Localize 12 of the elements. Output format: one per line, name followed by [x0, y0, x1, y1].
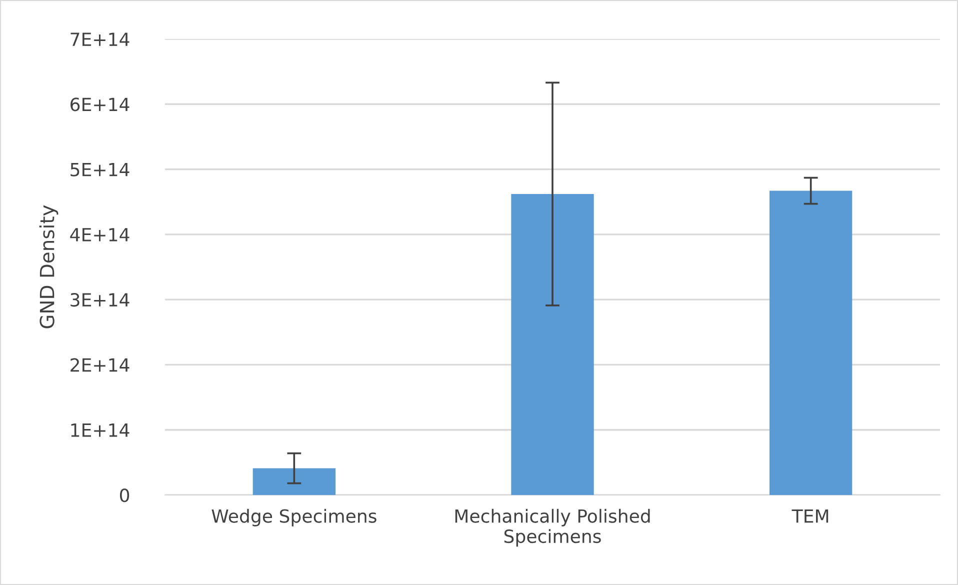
y-tick-label: 6E+14 [70, 98, 130, 112]
y-tick-label: 1E+14 [71, 424, 130, 437]
x-tick-label: Wedge Specimens [212, 508, 376, 526]
y-axis-title: GND Density [39, 205, 58, 328]
y-tick-label: 5E+14 [70, 162, 130, 176]
y-tick-label: 0 [120, 488, 130, 502]
x-tick-label: TEM [792, 509, 828, 523]
y-tick-label: 2E+14 [70, 358, 130, 372]
x-tick-label: Mechanically Polished Specimens [455, 508, 650, 547]
y-tick-label: 7E+14 [70, 32, 130, 46]
y-tick-label: 3E+14 [70, 293, 130, 307]
y-tick-label: 4E+14 [70, 228, 130, 242]
